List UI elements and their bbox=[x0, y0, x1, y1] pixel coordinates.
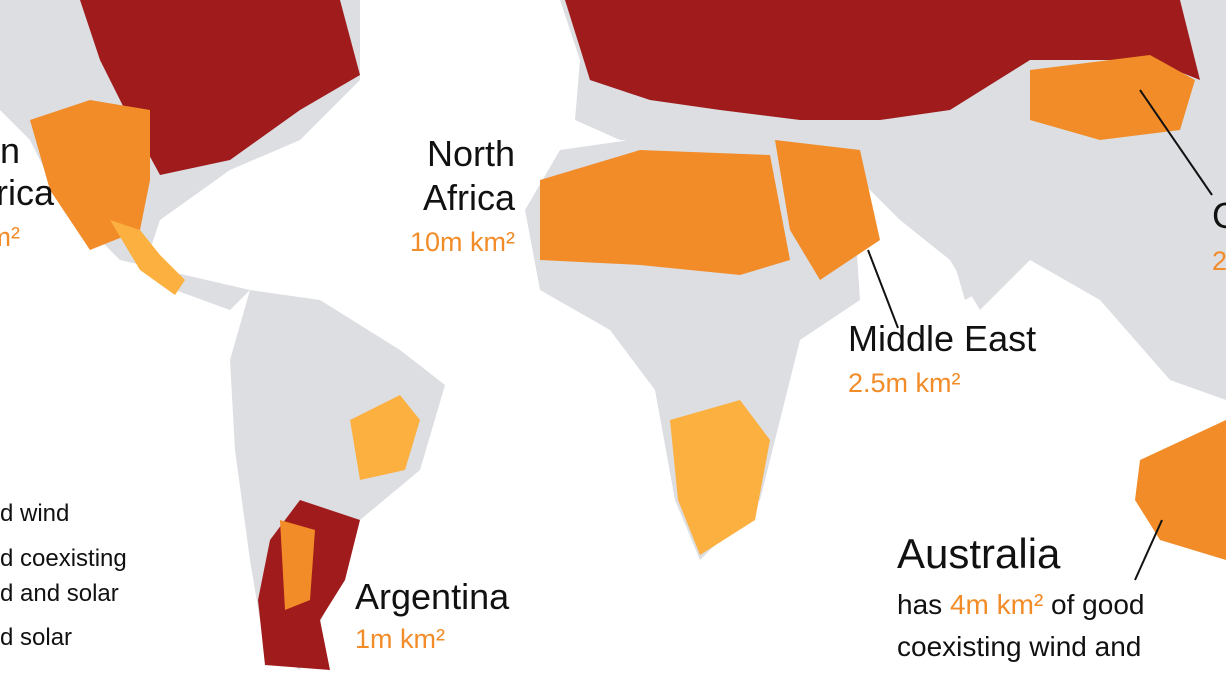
region-name: Middle East bbox=[848, 318, 1036, 359]
region-area: 2 bbox=[1212, 246, 1226, 276]
region-area: 2.5m km² bbox=[848, 368, 961, 398]
legend-label: d coexisting bbox=[0, 545, 127, 572]
region-name: Argentina bbox=[355, 576, 510, 617]
legend-label: d and solar bbox=[0, 580, 119, 607]
text: has bbox=[897, 589, 942, 620]
legend-label: d solar bbox=[0, 624, 72, 651]
region-sentence: has 4m km² of good bbox=[897, 589, 1144, 620]
region-name: C bbox=[1212, 195, 1226, 236]
region-name: North bbox=[427, 133, 515, 174]
leader-line bbox=[1134, 519, 1163, 581]
text: of good bbox=[1051, 589, 1144, 620]
text: coexisting wind and bbox=[897, 631, 1141, 662]
leader-line bbox=[1139, 89, 1213, 196]
region-name: n bbox=[0, 130, 20, 171]
region-area: 4m km² bbox=[950, 589, 1043, 620]
region-area: 10m km² bbox=[410, 227, 515, 257]
leader-line bbox=[867, 249, 899, 329]
region-name: Australia bbox=[897, 530, 1061, 577]
region-area: 1m km² bbox=[355, 624, 445, 654]
region-area: m² bbox=[0, 222, 20, 252]
land-masses bbox=[0, 0, 1226, 670]
region-name: rica bbox=[0, 172, 55, 213]
legend-label: d wind bbox=[0, 500, 69, 527]
region-name: Africa bbox=[423, 177, 516, 218]
